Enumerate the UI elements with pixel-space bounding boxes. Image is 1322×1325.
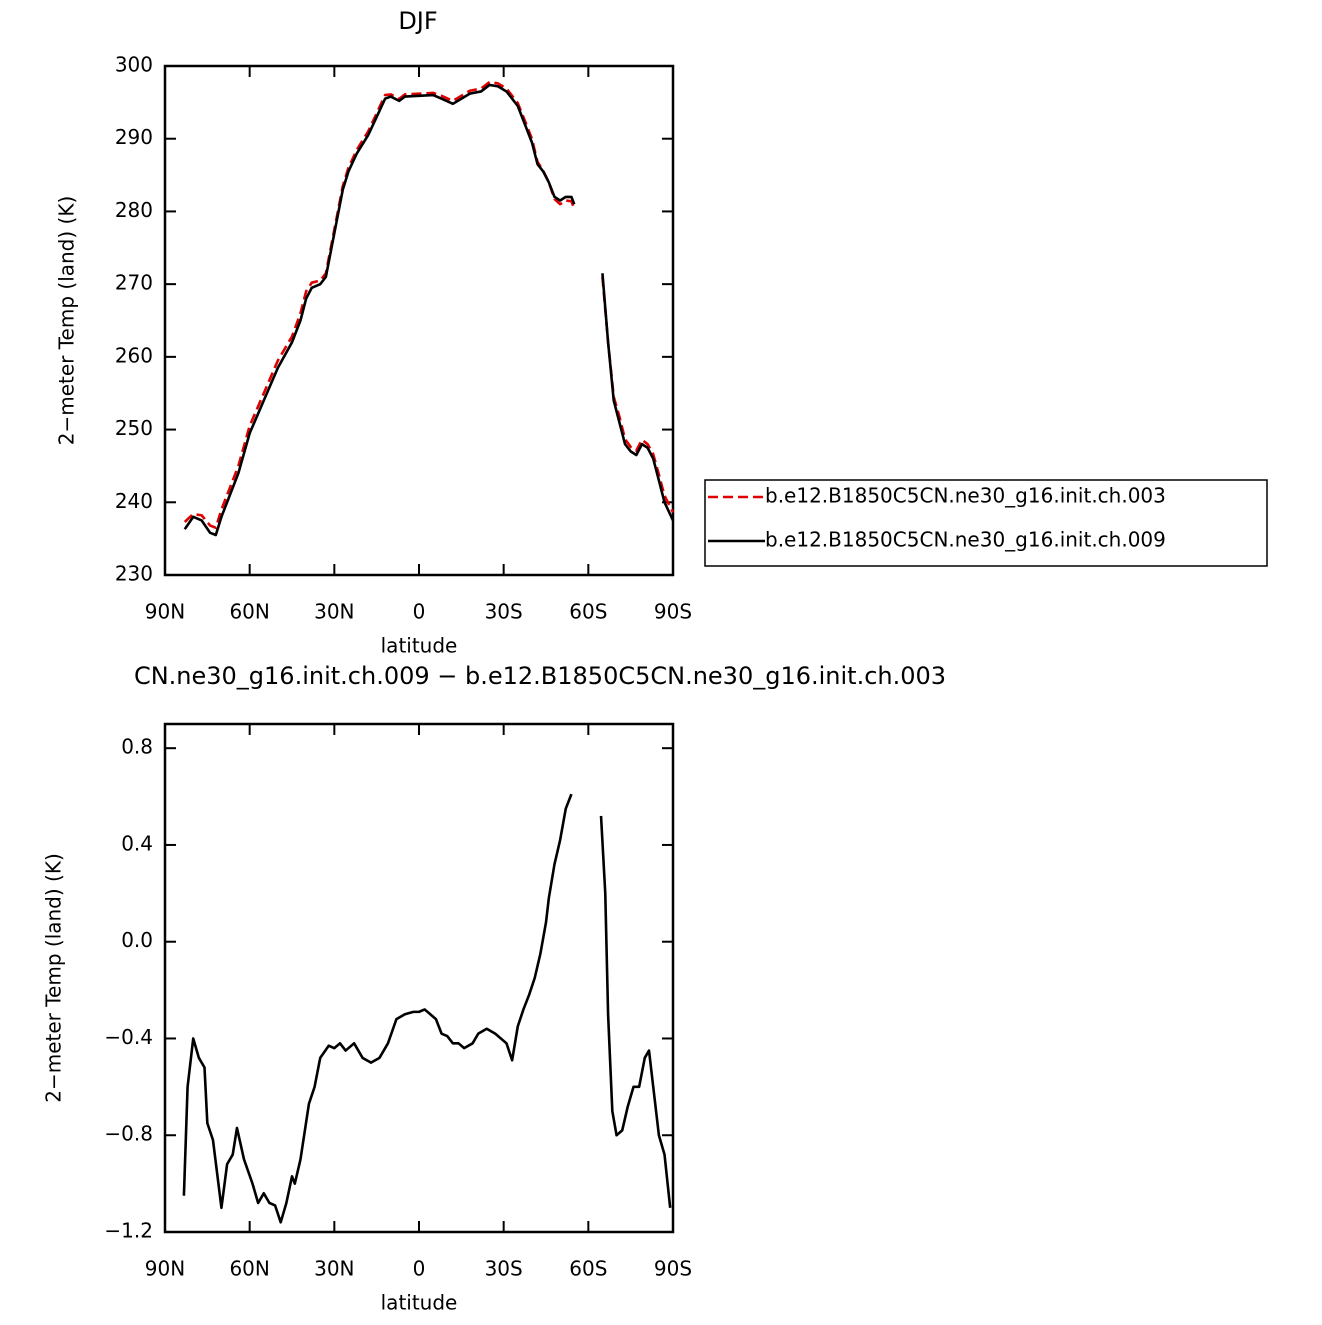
y-tick-label: 290 xyxy=(115,125,153,149)
y-tick-label: 260 xyxy=(115,343,153,367)
x-tick-label: 90N xyxy=(145,600,185,624)
x-tick-label: 90N xyxy=(145,1257,185,1281)
x-tick-label: 0 xyxy=(413,600,426,624)
y-tick-label: 230 xyxy=(115,562,153,586)
y-tick-label: −1.2 xyxy=(104,1219,153,1243)
y-axis-label: 2−meter Temp (land) (K) xyxy=(55,196,79,446)
plot-frame xyxy=(163,722,675,1234)
x-tick-label: 30N xyxy=(314,1257,354,1281)
plot-frame xyxy=(163,64,675,577)
legend-box xyxy=(704,479,1268,567)
y-tick-label: 0.8 xyxy=(121,735,153,759)
y-tick-label: 270 xyxy=(115,271,153,295)
x-tick-label: 0 xyxy=(413,1257,426,1281)
x-tick-label: 60S xyxy=(569,600,607,624)
y-tick-label: 280 xyxy=(115,198,153,222)
x-axis-label: latitude xyxy=(381,634,458,658)
legend-label: b.e12.B1850C5CN.ne30_g16.init.ch.003 xyxy=(765,484,1166,508)
chart-title: CN.ne30_g16.init.ch.009 − b.e12.B1850C5C… xyxy=(134,662,946,690)
x-tick-label: 90S xyxy=(654,600,692,624)
x-tick-label: 30S xyxy=(485,600,523,624)
series-line xyxy=(183,80,675,530)
x-tick-label: 30N xyxy=(314,600,354,624)
x-tick-label: 60N xyxy=(229,1257,269,1281)
y-tick-label: 250 xyxy=(115,416,153,440)
y-tick-label: 300 xyxy=(115,53,153,77)
series-line xyxy=(183,83,675,537)
x-tick-label: 60S xyxy=(569,1257,607,1281)
y-axis-label: 2−meter Temp (land) (K) xyxy=(42,853,66,1103)
chart-title: DJF xyxy=(398,7,437,35)
y-tick-label: −0.4 xyxy=(104,1025,153,1049)
x-axis-label: latitude xyxy=(381,1291,458,1315)
y-tick-label: 0.0 xyxy=(121,928,153,952)
y-tick-label: 0.4 xyxy=(121,831,153,855)
y-tick-label: −0.8 xyxy=(104,1122,153,1146)
x-tick-label: 60N xyxy=(229,600,269,624)
y-tick-label: 240 xyxy=(115,489,153,513)
x-tick-label: 30S xyxy=(485,1257,523,1281)
x-tick-label: 90S xyxy=(654,1257,692,1281)
legend-label: b.e12.B1850C5CN.ne30_g16.init.ch.009 xyxy=(765,528,1166,552)
series-line xyxy=(182,793,672,1224)
